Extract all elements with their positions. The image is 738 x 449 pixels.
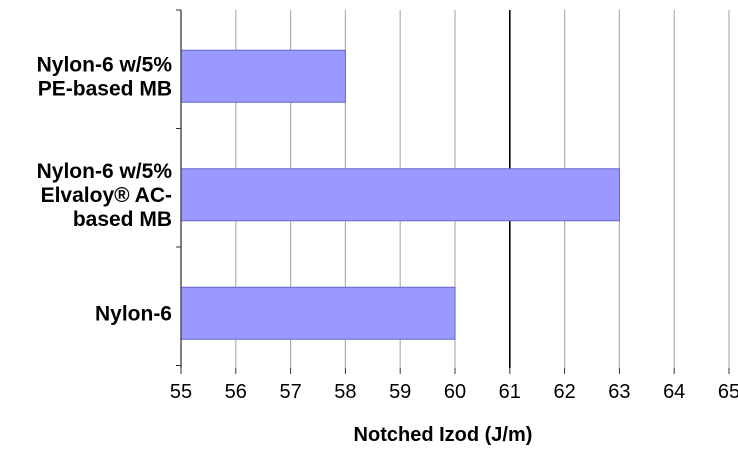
x-tick-label-55: 55 — [170, 381, 192, 403]
category-label-1-line-2: based MB — [73, 208, 172, 231]
x-tick-label-62: 62 — [553, 381, 575, 403]
category-label-0-line-0: Nylon-6 w/5% — [37, 53, 173, 76]
x-tick-label-59: 59 — [389, 381, 411, 403]
x-tick-label-65: 65 — [718, 381, 738, 403]
x-tick-label-64: 64 — [663, 381, 685, 403]
x-tick-label-58: 58 — [334, 381, 356, 403]
category-label-1-line-1: Elvaloy® AC- — [41, 184, 172, 207]
x-tick-label-56: 56 — [225, 381, 247, 403]
category-label-2-line-0: Nylon-6 — [95, 302, 172, 325]
x-tick-label-63: 63 — [608, 381, 630, 403]
axes — [176, 9, 730, 374]
x-axis-title: Notched Izod (J/m) — [354, 424, 533, 446]
bar-2 — [180, 286, 456, 340]
category-label-0-line-1: PE-based MB — [38, 77, 172, 100]
x-tick-label-60: 60 — [444, 381, 466, 403]
x-tick-label-57: 57 — [279, 381, 301, 403]
x-tick-label-61: 61 — [499, 381, 521, 403]
bar-1 — [180, 168, 620, 222]
bar-0 — [180, 49, 346, 103]
category-label-1-line-0: Nylon-6 w/5% — [37, 160, 173, 183]
x-tick-labels: 55 56 57 58 59 60 61 62 63 64 65 — [170, 381, 738, 403]
